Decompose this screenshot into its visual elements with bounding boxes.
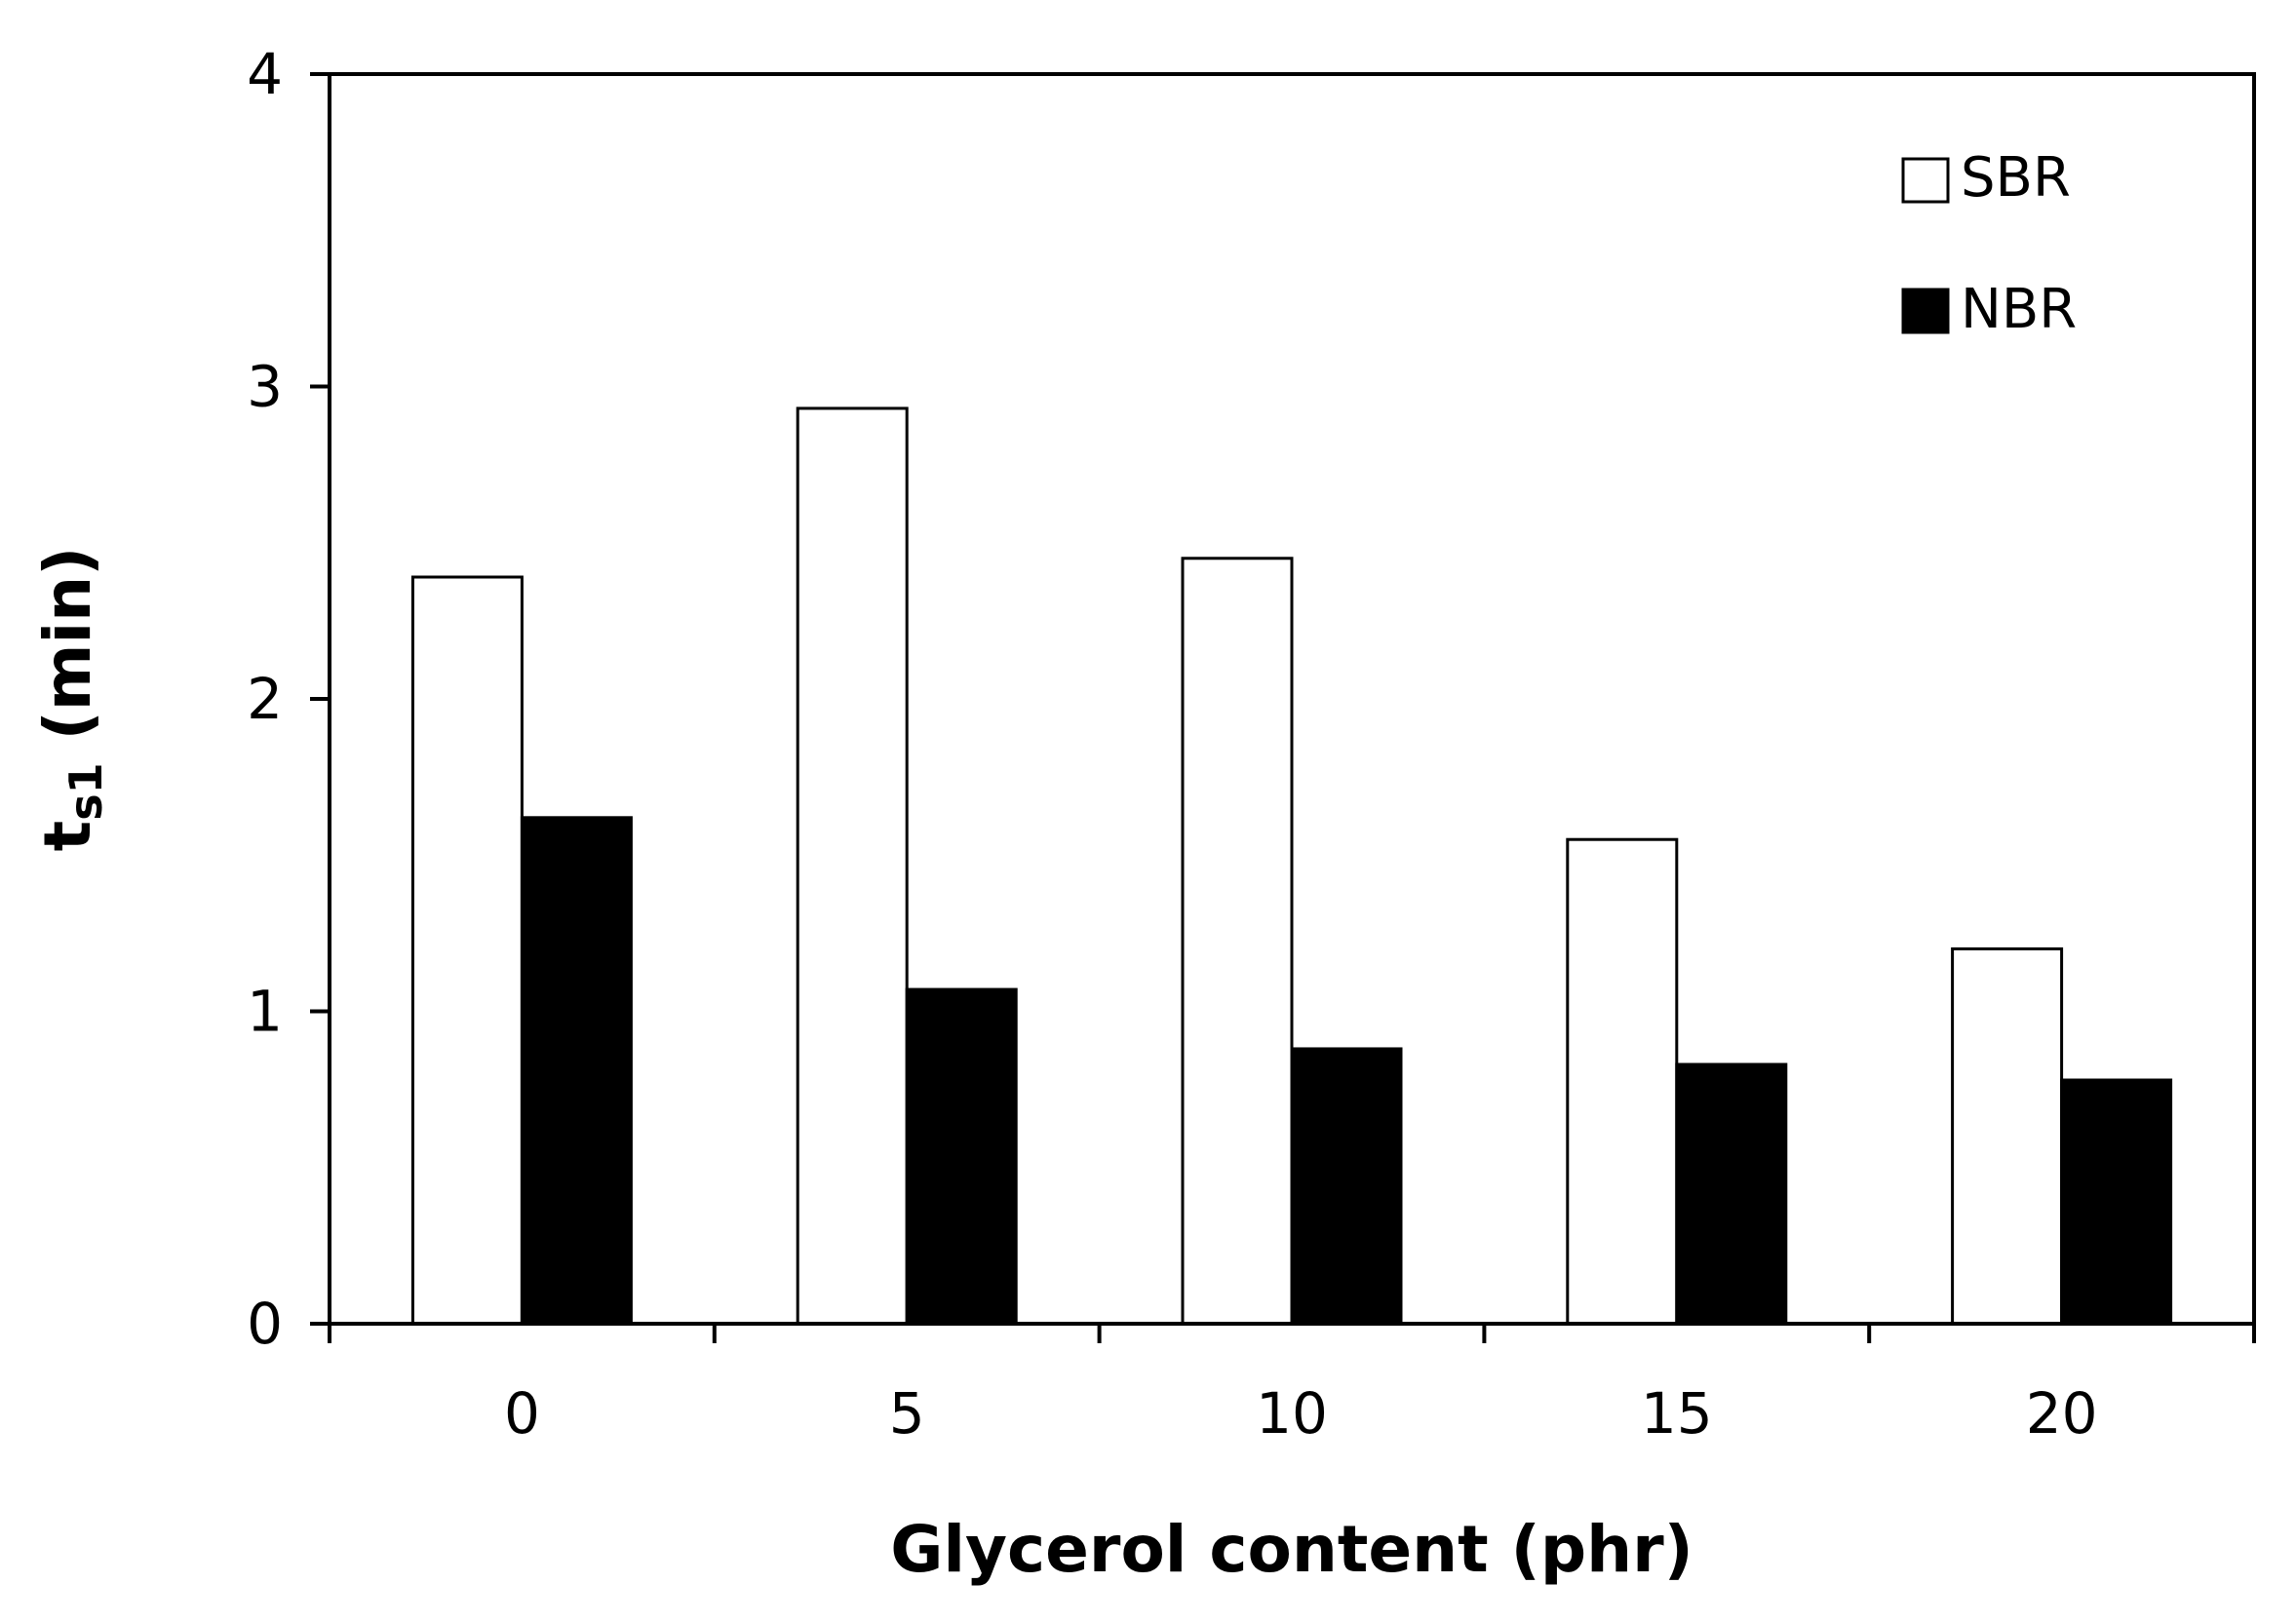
y-tick-label-1: 1 [247, 979, 283, 1045]
bar-nbr-0 [520, 816, 633, 1326]
bars-layer [410, 406, 2173, 1326]
bar-sbr-15 [1566, 837, 1679, 1326]
x-tick-label-0: 0 [504, 1380, 540, 1447]
y-axis-title-subscript: s1 [59, 762, 112, 820]
bar-sbr-0 [410, 575, 524, 1326]
x-tick-label-10: 10 [1256, 1380, 1328, 1447]
x-tick-label-20: 20 [2026, 1380, 2098, 1447]
y-tick-label-4: 4 [247, 41, 283, 107]
x-tick-label-15: 15 [1641, 1380, 1713, 1447]
bar-nbr-10 [1290, 1047, 1403, 1326]
bar-sbr-10 [1181, 557, 1294, 1326]
bar-nbr-20 [2060, 1078, 2173, 1326]
y-tick-label-3: 3 [247, 354, 283, 420]
bar-nbr-15 [1675, 1062, 1788, 1326]
bar-nbr-5 [905, 987, 1018, 1326]
x-axis-title: Glycerol content (phr) [890, 1512, 1693, 1587]
y-axis-title-rest: (min) [30, 547, 105, 763]
legend-swatch-nbr [1901, 288, 1950, 334]
y-tick-label-0: 0 [247, 1291, 283, 1357]
legend-swatch-sbr [1901, 157, 1950, 204]
y-axis: 0 1 2 3 4 [247, 41, 330, 1357]
x-tick-label-5: 5 [889, 1380, 925, 1447]
y-axis-title-main: t [30, 821, 105, 852]
legend-label-sbr: SBR [1961, 146, 2071, 210]
x-axis: 0 5 10 15 20 [328, 1324, 2256, 1447]
legend-label-nbr: NBR [1961, 278, 2077, 341]
y-axis-title: ts1 (min) [30, 547, 112, 852]
bar-sbr-20 [1951, 946, 2064, 1326]
legend: SBR NBR [1901, 146, 2077, 341]
bar-sbr-5 [796, 406, 909, 1326]
y-tick-label-2: 2 [247, 666, 283, 732]
